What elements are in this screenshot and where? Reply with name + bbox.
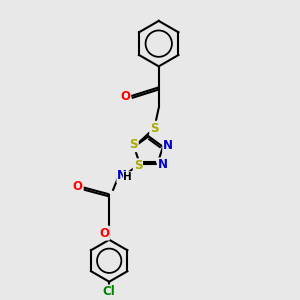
Text: S: S bbox=[150, 122, 159, 135]
Text: S: S bbox=[134, 159, 142, 172]
Text: O: O bbox=[120, 90, 130, 103]
Text: N: N bbox=[158, 158, 168, 171]
Text: S: S bbox=[129, 138, 138, 151]
Text: N: N bbox=[163, 139, 173, 152]
Text: N: N bbox=[117, 169, 127, 182]
Text: H: H bbox=[124, 172, 132, 182]
Text: Cl: Cl bbox=[103, 285, 116, 298]
Text: O: O bbox=[73, 180, 83, 193]
Text: O: O bbox=[99, 226, 109, 240]
